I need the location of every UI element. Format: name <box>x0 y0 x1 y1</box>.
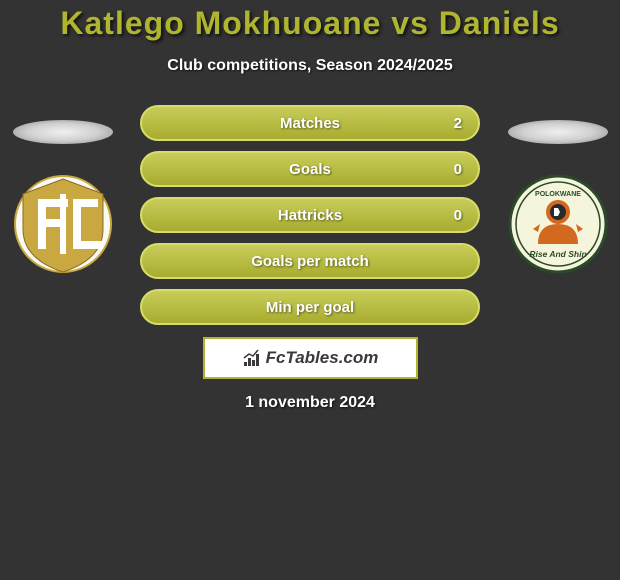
brand-footer-box[interactable]: FcTables.com <box>203 337 418 379</box>
stat-label: Goals <box>289 161 331 178</box>
stat-bar-matches: Matches 2 <box>140 105 480 141</box>
stats-bars-container: Matches 2 Goals 0 Hattricks 0 Goals per … <box>140 105 480 325</box>
stat-value: 0 <box>454 161 462 178</box>
left-team-container <box>10 120 115 274</box>
svg-text:Rise And Shin: Rise And Shin <box>529 249 586 259</box>
brand-logo-group: FcTables.com <box>242 348 379 368</box>
brand-text: FcTables.com <box>266 348 379 368</box>
stat-value: 2 <box>454 115 462 132</box>
stat-label: Matches <box>280 115 340 132</box>
stat-label: Goals per match <box>251 253 369 270</box>
stat-label: Hattricks <box>278 207 342 224</box>
svg-text:POLOKWANE: POLOKWANE <box>535 191 581 198</box>
right-team-container: POLOKWANE Rise And Shin <box>505 120 610 274</box>
left-club-logo <box>13 174 113 274</box>
right-club-logo: POLOKWANE Rise And Shin <box>508 174 608 274</box>
comparison-title: Katlego Mokhuoane vs Daniels <box>0 5 620 42</box>
stat-bar-min-per-goal: Min per goal <box>140 289 480 325</box>
stat-bar-hattricks: Hattricks 0 <box>140 197 480 233</box>
stat-bar-goals-per-match: Goals per match <box>140 243 480 279</box>
stat-value: 0 <box>454 207 462 224</box>
stat-label: Min per goal <box>266 299 354 316</box>
stat-bar-goals: Goals 0 <box>140 151 480 187</box>
ellipse-shadow-icon <box>508 120 608 144</box>
season-subtitle: Club competitions, Season 2024/2025 <box>0 57 620 75</box>
ellipse-shadow-icon <box>13 120 113 144</box>
chart-icon <box>242 348 262 368</box>
date-text: 1 november 2024 <box>0 394 620 412</box>
